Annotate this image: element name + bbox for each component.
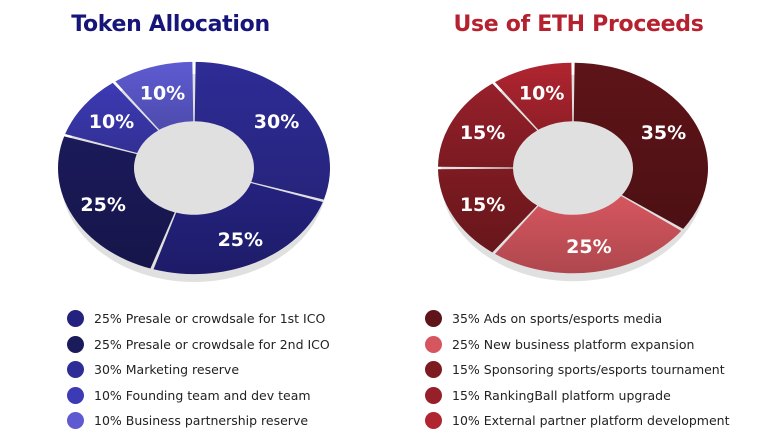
pie-slice: [494, 195, 682, 274]
slice-label: 25%: [80, 194, 125, 216]
legend-label: 35% Ads on sports/esports media: [452, 311, 663, 327]
pie-slice: [573, 62, 708, 229]
legend: 35% Ads on sports/esports media 25% New b…: [425, 306, 730, 434]
legend-item: 10% External partner platform developmen…: [425, 408, 730, 434]
legend-label: 25% New business platform expansion: [452, 336, 695, 352]
legend-label: 25% Presale or crowdsale for 2nd ICO: [94, 336, 330, 352]
slice-label: 10%: [89, 111, 134, 133]
slice-label: 10%: [140, 82, 185, 104]
legend-item: 10% Business partnership reserve: [67, 408, 330, 434]
legend-item: 25% Presale or crowdsale for 1st ICO: [67, 306, 330, 332]
pie-slice: [57, 136, 175, 269]
legend-swatch: [67, 386, 84, 404]
pie-slice: [194, 61, 331, 200]
legend-swatch: [67, 412, 84, 430]
pie-slice: [438, 168, 538, 253]
slice-label: 30%: [254, 111, 299, 133]
legend-label: 15% RankingBall platform upgrade: [452, 387, 671, 403]
chart-title: Token Allocation: [71, 12, 270, 37]
pie-slice: [494, 62, 573, 130]
legend-label: 10% Business partnership reserve: [94, 413, 309, 429]
legend-swatch: [67, 335, 84, 353]
legend-label: 10% External partner platform developmen…: [452, 413, 730, 429]
legend-swatch: [425, 335, 442, 353]
legend-swatch: [67, 310, 84, 328]
pie-slice: [65, 82, 159, 154]
legend-item: 35% Ads on sports/esports media: [425, 306, 730, 332]
legend-swatch: [67, 361, 84, 379]
eth-proceeds-panel: Use of ETH Proceeds 35% 25% 15% 15% 10% 35% …: [387, 0, 774, 432]
legend-item: 15% RankingBall platform upgrade: [425, 383, 730, 409]
legend-swatch: [425, 386, 442, 404]
legend-label: 25% Presale or crowdsale for 1st ICO: [94, 311, 326, 327]
legend-item: 10% Founding team and dev team: [67, 383, 330, 409]
pie-slice: [438, 83, 538, 168]
legend-item: 15% Sponsoring sports/esports tournament: [425, 357, 730, 383]
donut-chart: 30% 25% 25% 10% 10%: [57, 61, 331, 282]
legend-swatch: [425, 412, 442, 430]
pie-slice: [115, 61, 194, 130]
legend: 25% Presale or crowdsale for 1st ICO 25% …: [67, 306, 330, 434]
chart-title: Use of ETH Proceeds: [453, 12, 704, 37]
slice-label: 25%: [566, 236, 611, 258]
legend-label: 10% Founding team and dev team: [94, 387, 311, 403]
token-allocation-panel: Token Allocation 30% 25% 25% 10% 10% 25% Pre…: [0, 0, 387, 432]
legend-item: 25% New business platform expansion: [425, 332, 730, 358]
legend-item: 25% Presale or crowdsale for 2nd ICO: [67, 332, 330, 358]
slice-label: 35%: [641, 122, 686, 144]
legend-swatch: [425, 310, 442, 328]
slice-label: 10%: [519, 83, 564, 105]
slice-label: 25%: [218, 229, 263, 251]
legend-swatch: [425, 361, 442, 379]
donut-chart: 35% 25% 15% 15% 10%: [438, 62, 708, 282]
slice-label: 15%: [460, 122, 505, 144]
legend-label: 15% Sponsoring sports/esports tournament: [452, 362, 725, 378]
slice-label: 15%: [460, 194, 505, 216]
legend-item: 30% Marketing reserve: [67, 357, 330, 383]
pie-slice: [153, 182, 323, 275]
legend-label: 30% Marketing reserve: [94, 362, 240, 378]
